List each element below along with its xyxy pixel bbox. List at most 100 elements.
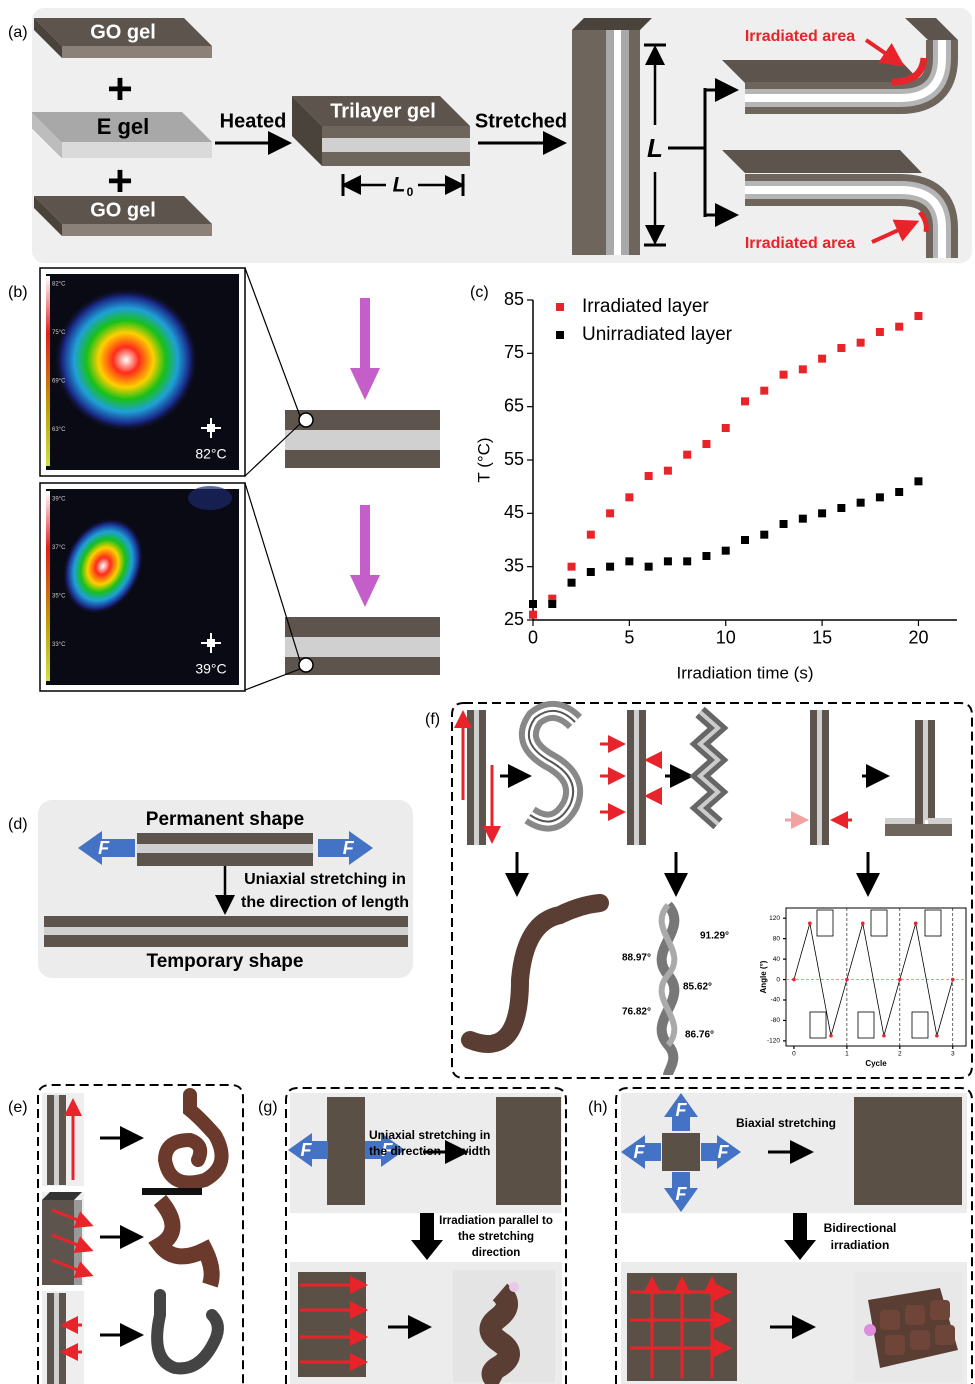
label: F: [343, 838, 355, 858]
layer: [639, 710, 646, 845]
inset: [858, 1012, 874, 1038]
light-arrow-head: [350, 575, 380, 607]
layer: [915, 720, 923, 824]
layer: [54, 1095, 59, 1185]
label: 10: [716, 627, 736, 647]
layer: [479, 710, 486, 845]
layer: [627, 710, 634, 845]
data-point: [876, 493, 884, 501]
data-point: [760, 387, 768, 395]
label: Unirradiated layer: [582, 324, 733, 345]
gel-photo: [165, 1095, 222, 1183]
label: Irradiated area: [745, 28, 855, 45]
light-arrow-head: [350, 368, 380, 400]
gel-cell: [905, 1305, 925, 1325]
label: 3: [951, 1050, 955, 1057]
data-point: [645, 563, 653, 571]
data-point: [882, 1034, 886, 1038]
layer: [59, 1293, 66, 1384]
data-point: [702, 552, 710, 560]
layer: [928, 720, 935, 818]
label: 91.29°: [700, 931, 729, 942]
label: (f): [425, 711, 440, 728]
layer: [47, 1293, 54, 1384]
layer: [285, 430, 440, 450]
data-point: [722, 547, 730, 555]
data-point: [857, 339, 865, 347]
gel-photo: [160, 1200, 212, 1285]
gel: [854, 1097, 962, 1205]
data-point: [898, 978, 902, 982]
data-point: [857, 499, 865, 507]
data-point: [587, 568, 595, 576]
layer: [285, 637, 440, 657]
layer: [923, 720, 928, 820]
inset: [810, 1012, 826, 1038]
label: the stretching: [458, 1231, 534, 1243]
data-point: [895, 323, 903, 331]
label: 85.62°: [683, 982, 712, 993]
layer: [928, 818, 952, 824]
down-arrow: [784, 1213, 816, 1260]
label: 75°C: [52, 330, 66, 336]
label: L: [647, 133, 663, 163]
gel: [327, 1097, 365, 1205]
label: 25: [504, 609, 524, 629]
layer: [822, 710, 829, 845]
data-point: [818, 509, 826, 517]
data-point: [664, 467, 672, 475]
label: Cycle: [865, 1059, 887, 1068]
layer: [137, 853, 313, 866]
crosshair: [207, 424, 215, 432]
data-point: [606, 563, 614, 571]
layer: [137, 844, 313, 853]
data-point: [818, 355, 826, 363]
data-point: [895, 488, 903, 496]
data-point: [606, 509, 614, 517]
label: Permanent shape: [146, 809, 304, 830]
label: the direction of length: [241, 894, 409, 911]
data-point: [780, 371, 788, 379]
slab-layer: [606, 30, 614, 255]
label: 45: [504, 502, 524, 522]
label: +: [107, 65, 133, 114]
label: irradiation: [831, 1238, 890, 1252]
data-point: [741, 536, 749, 544]
label: 35: [504, 555, 524, 575]
data-point: [799, 365, 807, 373]
label: Irradiation time (s): [677, 663, 814, 682]
label: 69°C: [52, 379, 66, 385]
label: 1: [845, 1050, 849, 1057]
label: 82°C: [195, 446, 226, 462]
label: 35°C: [52, 594, 66, 600]
inset: [912, 1012, 928, 1038]
label: F: [634, 1142, 646, 1162]
data-point: [837, 344, 845, 352]
data-point: [760, 531, 768, 539]
slab-layer: [322, 138, 470, 152]
data-point: [792, 978, 796, 982]
data-point: [914, 477, 922, 485]
layer: [810, 710, 817, 845]
layer: [54, 1293, 59, 1384]
data-point: [683, 451, 691, 459]
data-point: [625, 493, 633, 501]
data-point: [568, 579, 576, 587]
thermal-scale: [46, 491, 50, 681]
layer: [467, 710, 474, 845]
hot-spot: [54, 288, 198, 432]
label: 20: [908, 627, 928, 647]
data-point: [741, 397, 749, 405]
data-point: [625, 557, 633, 565]
label: (e): [8, 1099, 28, 1116]
clip: [509, 1282, 519, 1292]
data-point: [837, 504, 845, 512]
data-point: [914, 922, 918, 926]
gel-cell: [910, 1330, 930, 1350]
label: 76.82°: [622, 1007, 651, 1018]
label: L: [393, 174, 406, 197]
gel-cell: [935, 1325, 955, 1345]
data-point: [876, 328, 884, 336]
data-point: [808, 922, 812, 926]
label: (g): [258, 1099, 278, 1116]
